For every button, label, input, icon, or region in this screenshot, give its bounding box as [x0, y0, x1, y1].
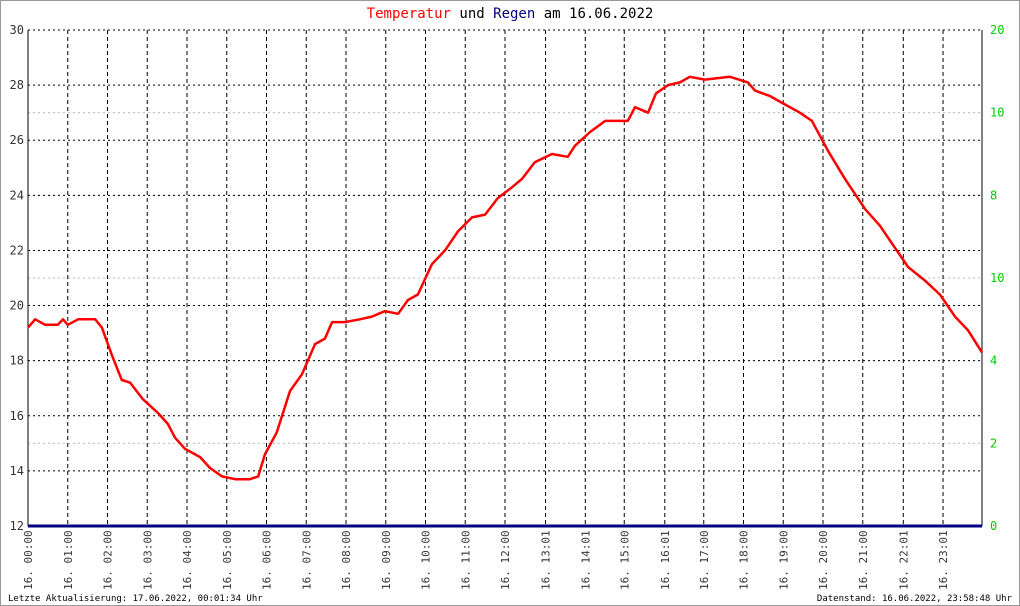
x-tick-label: 16. 07:00 — [300, 530, 313, 590]
y-tick-label: 26 — [10, 133, 24, 147]
x-tick-label: 16. 22:01 — [897, 530, 910, 590]
chart-title: Temperatur und Regen am 16.06.2022 — [367, 6, 654, 22]
x-tick-label: 16. 21:00 — [857, 530, 870, 590]
title-und: und — [459, 6, 484, 22]
footer-left: Letzte Aktualisierung: 17.06.2022, 00:01… — [8, 594, 263, 604]
x-tick-label: 16. 10:00 — [420, 530, 433, 590]
x-tick-label: 16. 01:00 — [62, 530, 75, 590]
y-tick-label: 14 — [10, 464, 24, 478]
x-tick-label: 16. 20:00 — [817, 530, 830, 590]
x-tick-label: 16. 11:00 — [459, 530, 472, 590]
y-tick-label: 16 — [10, 409, 24, 423]
y-tick-label: 12 — [10, 519, 24, 533]
y2-tick-label: 10 — [990, 106, 1004, 120]
x-tick-label: 16. 14:01 — [579, 530, 592, 590]
x-tick-label: 16. 17:00 — [698, 530, 711, 590]
y2-tick-label: 0 — [990, 519, 997, 533]
y2-tick-label: 4 — [990, 354, 997, 368]
x-tick-label: 16. 09:00 — [380, 530, 393, 590]
x-tick-label: 16. 18:00 — [738, 530, 751, 590]
footer-right: Datenstand: 16.06.2022, 23:58:48 Uhr — [817, 594, 1013, 604]
y2-tick-label: 20 — [990, 23, 1004, 37]
y-tick-label: 30 — [10, 23, 24, 37]
x-tick-label: 16. 03:00 — [141, 530, 154, 590]
x-tick-label: 16. 15:00 — [618, 530, 631, 590]
x-tick-label: 16. 06:00 — [261, 530, 274, 590]
title-rain: Regen — [493, 6, 535, 22]
x-tick-label: 16. 13:01 — [540, 530, 553, 590]
x-tick-label: 16. 08:00 — [340, 530, 353, 590]
y-tick-label: 20 — [10, 299, 24, 313]
x-tick-label: 16. 04:00 — [181, 530, 194, 590]
title-temp: Temperatur — [367, 6, 451, 22]
x-tick-label: 16. 00:00 — [22, 530, 35, 590]
x-tick-label: 16. 05:00 — [221, 530, 234, 590]
y2-tick-label: 10 — [990, 271, 1004, 285]
y2-tick-label: 2 — [990, 436, 997, 450]
y-tick-label: 22 — [10, 243, 24, 257]
title-date: am 16.06.2022 — [544, 6, 654, 22]
y-tick-label: 18 — [10, 354, 24, 368]
y2-tick-label: 8 — [990, 188, 997, 202]
x-tick-label: 16. 19:00 — [777, 530, 790, 590]
x-tick-label: 16. 23:01 — [937, 530, 950, 590]
series-line — [27, 75, 984, 481]
x-tick-label: 16. 02:00 — [102, 530, 115, 590]
x-tick-label: 16. 12:00 — [499, 530, 512, 590]
y-tick-label: 24 — [10, 188, 24, 202]
y-tick-label: 28 — [10, 78, 24, 92]
x-tick-label: 16. 16:01 — [659, 530, 672, 590]
